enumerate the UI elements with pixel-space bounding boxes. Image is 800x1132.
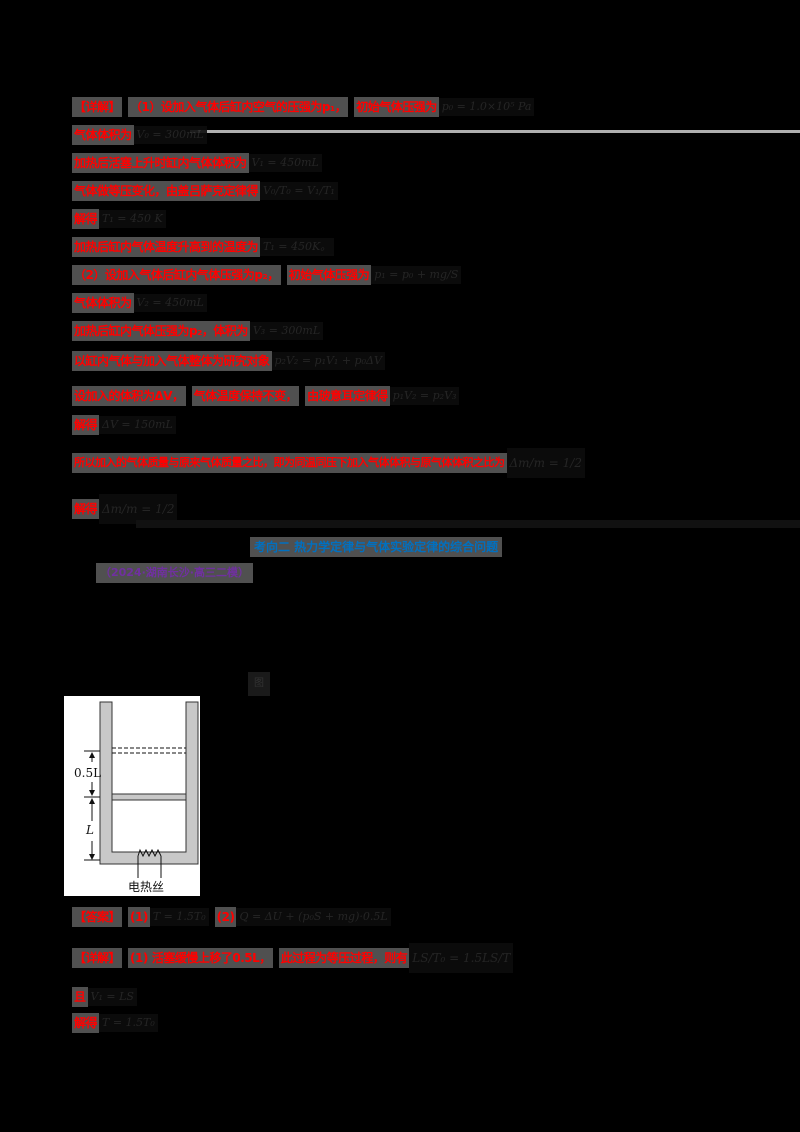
label-L: L bbox=[86, 823, 94, 837]
formula-image: Δm/m = 1/2 bbox=[506, 448, 585, 478]
sub-question-number: (1) bbox=[128, 907, 150, 927]
text-segment: 气体温度保持不变， bbox=[191, 386, 300, 406]
horizontal-rule bbox=[190, 130, 800, 133]
text-segment: 初始气体压强为 bbox=[286, 265, 372, 285]
text-segment: 加热后活塞上升时缸内气体体积为 bbox=[72, 153, 249, 173]
text-segment: 活塞缓慢上移了0.5L， bbox=[149, 948, 273, 968]
analysis-line-4: 解得 T = 1.5T₀ bbox=[72, 1012, 158, 1034]
label-half-L: 0.5L bbox=[74, 766, 102, 780]
text-segment: 初始气体压强为 bbox=[354, 97, 439, 117]
solve-label: 解得 bbox=[72, 499, 100, 519]
text-segment: （2）设加入气体后缸内气体压强为p₂， bbox=[72, 265, 281, 285]
formula-image: p₀ = 1.0×10⁵ Pa bbox=[438, 98, 535, 116]
solution-line-13: 所以加入的气体质量与原来气体质量之比，即为同温同压下加入气体体积与原气体体积之比… bbox=[72, 448, 585, 478]
text-segment: 设加入的体积为ΔV， bbox=[72, 386, 186, 406]
answer-line: 【答案】 (1) T = 1.5T₀ (2) Q = ΔU + (p₀S + m… bbox=[72, 906, 391, 928]
solution-line-5: 解得 T₁ = 450 K bbox=[72, 208, 166, 230]
answer-tag: 【答案】 bbox=[72, 907, 123, 927]
heater-label: 电热丝 bbox=[128, 880, 165, 894]
formula-image: T = 1.5T₀ bbox=[149, 908, 209, 926]
formula-image: Q = ΔU + (p₀S + mg)·0.5L bbox=[236, 908, 391, 926]
solution-line-1: 【详解】 （1）设加入气体后缸内空气的压强为p₁， 初始气体压强为 p₀ = 1… bbox=[72, 96, 535, 118]
formula-image: T = 1.5T₀ bbox=[99, 1014, 158, 1032]
formula-image: V₀ = 300mL bbox=[133, 126, 207, 144]
text-segment: 此过程为等压过程，则有 bbox=[278, 948, 410, 968]
formula-image: T₁ = 450K。 bbox=[260, 238, 335, 256]
solution-line-3: 加热后活塞上升时缸内气体体积为 V₁ = 450mL bbox=[72, 152, 322, 174]
text-segment: 气体做等压变化，由盖吕萨克定律得 bbox=[72, 181, 261, 201]
solve-label: 解得 bbox=[72, 415, 100, 435]
text-segment: （1）设加入气体后缸内空气的压强为p₁， bbox=[128, 97, 349, 117]
and-label: 且 bbox=[72, 987, 88, 1007]
analysis-line-3: 且 V₁ = LS bbox=[72, 986, 137, 1008]
formula-image: LS/T₀ = 1.5LS/T bbox=[409, 943, 514, 973]
text-segment: 加热后缸内气体温度升高到的温度为 bbox=[72, 237, 261, 257]
formula-image: V₁ = LS bbox=[87, 988, 137, 1006]
solution-line-2: 气体体积为 V₀ = 300mL bbox=[72, 124, 207, 146]
formula-image: V₀/T₀ = V₁/T₁ bbox=[260, 182, 338, 200]
section-heading: 考向二 热力学定律与气体实验定律的综合问题 bbox=[250, 537, 503, 557]
solution-line-11: 设加入的体积为ΔV， 气体温度保持不变， 由玻意耳定律得 p₁V₂ = p₂V₃ bbox=[72, 385, 460, 407]
solution-line-9: 加热后缸内气体压强为p₂，体积为 V₃ = 300mL bbox=[72, 320, 324, 342]
solution-line-7: （2）设加入气体后缸内气体压强为p₂， 初始气体压强为 p₁ = p₀ + mg… bbox=[72, 264, 462, 286]
figure-label: 图 bbox=[248, 672, 270, 696]
solution-line-12: 解得 ΔV = 150mL bbox=[72, 414, 176, 436]
source-tag: （2024·湖南长沙·高三二模） bbox=[96, 563, 253, 583]
text-segment: 气体体积为 bbox=[72, 125, 134, 145]
formula-image: V₁ = 450mL bbox=[248, 154, 322, 172]
sub-question-number: (1) bbox=[128, 948, 150, 968]
solution-line-4: 气体做等压变化，由盖吕萨克定律得 V₀/T₀ = V₁/T₁ bbox=[72, 180, 338, 202]
formula-image: V₃ = 300mL bbox=[249, 322, 324, 340]
solve-label: 解得 bbox=[72, 209, 100, 229]
sub-question-number: (2) bbox=[214, 907, 237, 927]
divider bbox=[136, 520, 800, 528]
formula-image: T₁ = 450 K bbox=[99, 210, 166, 228]
formula-image: Δm/m = 1/2 bbox=[99, 494, 178, 524]
analysis-tag: 【详解】 bbox=[72, 97, 123, 117]
analysis-line: 【详解】 (1) 活塞缓慢上移了0.5L， 此过程为等压过程，则有 LS/T₀ … bbox=[72, 943, 514, 973]
solution-line-6: 加热后缸内气体温度升高到的温度为 T₁ = 450K。 bbox=[72, 236, 335, 258]
formula-image: V₂ = 450mL bbox=[133, 294, 207, 312]
formula-image: p₁V₂ = p₂V₃ bbox=[389, 387, 460, 405]
solution-line-8: 气体体积为 V₂ = 450mL bbox=[72, 292, 207, 314]
text-segment: 气体体积为 bbox=[72, 293, 134, 313]
formula-image: p₂V₂ = p₁V₁ + p₀ΔV bbox=[271, 352, 385, 370]
cylinder-diagram: 0.5L L 电热丝 bbox=[64, 696, 200, 896]
text-segment: 以缸内气体与加入气体整体为研究对象 bbox=[72, 351, 272, 371]
text-segment: 所以加入的气体质量与原来气体质量之比，即为同温同压下加入气体体积与原气体体积之比… bbox=[72, 453, 507, 473]
solve-label: 解得 bbox=[72, 1013, 100, 1033]
analysis-tag: 【详解】 bbox=[72, 948, 123, 968]
formula-image: ΔV = 150mL bbox=[99, 416, 176, 434]
text-segment: 加热后缸内气体压强为p₂，体积为 bbox=[72, 321, 250, 341]
text-segment: 由玻意耳定律得 bbox=[305, 386, 390, 406]
solution-line-14: 解得 Δm/m = 1/2 bbox=[72, 494, 178, 524]
formula-image: p₁ = p₀ + mg/S bbox=[371, 266, 462, 284]
solution-line-10: 以缸内气体与加入气体整体为研究对象 p₂V₂ = p₁V₁ + p₀ΔV bbox=[72, 350, 385, 372]
